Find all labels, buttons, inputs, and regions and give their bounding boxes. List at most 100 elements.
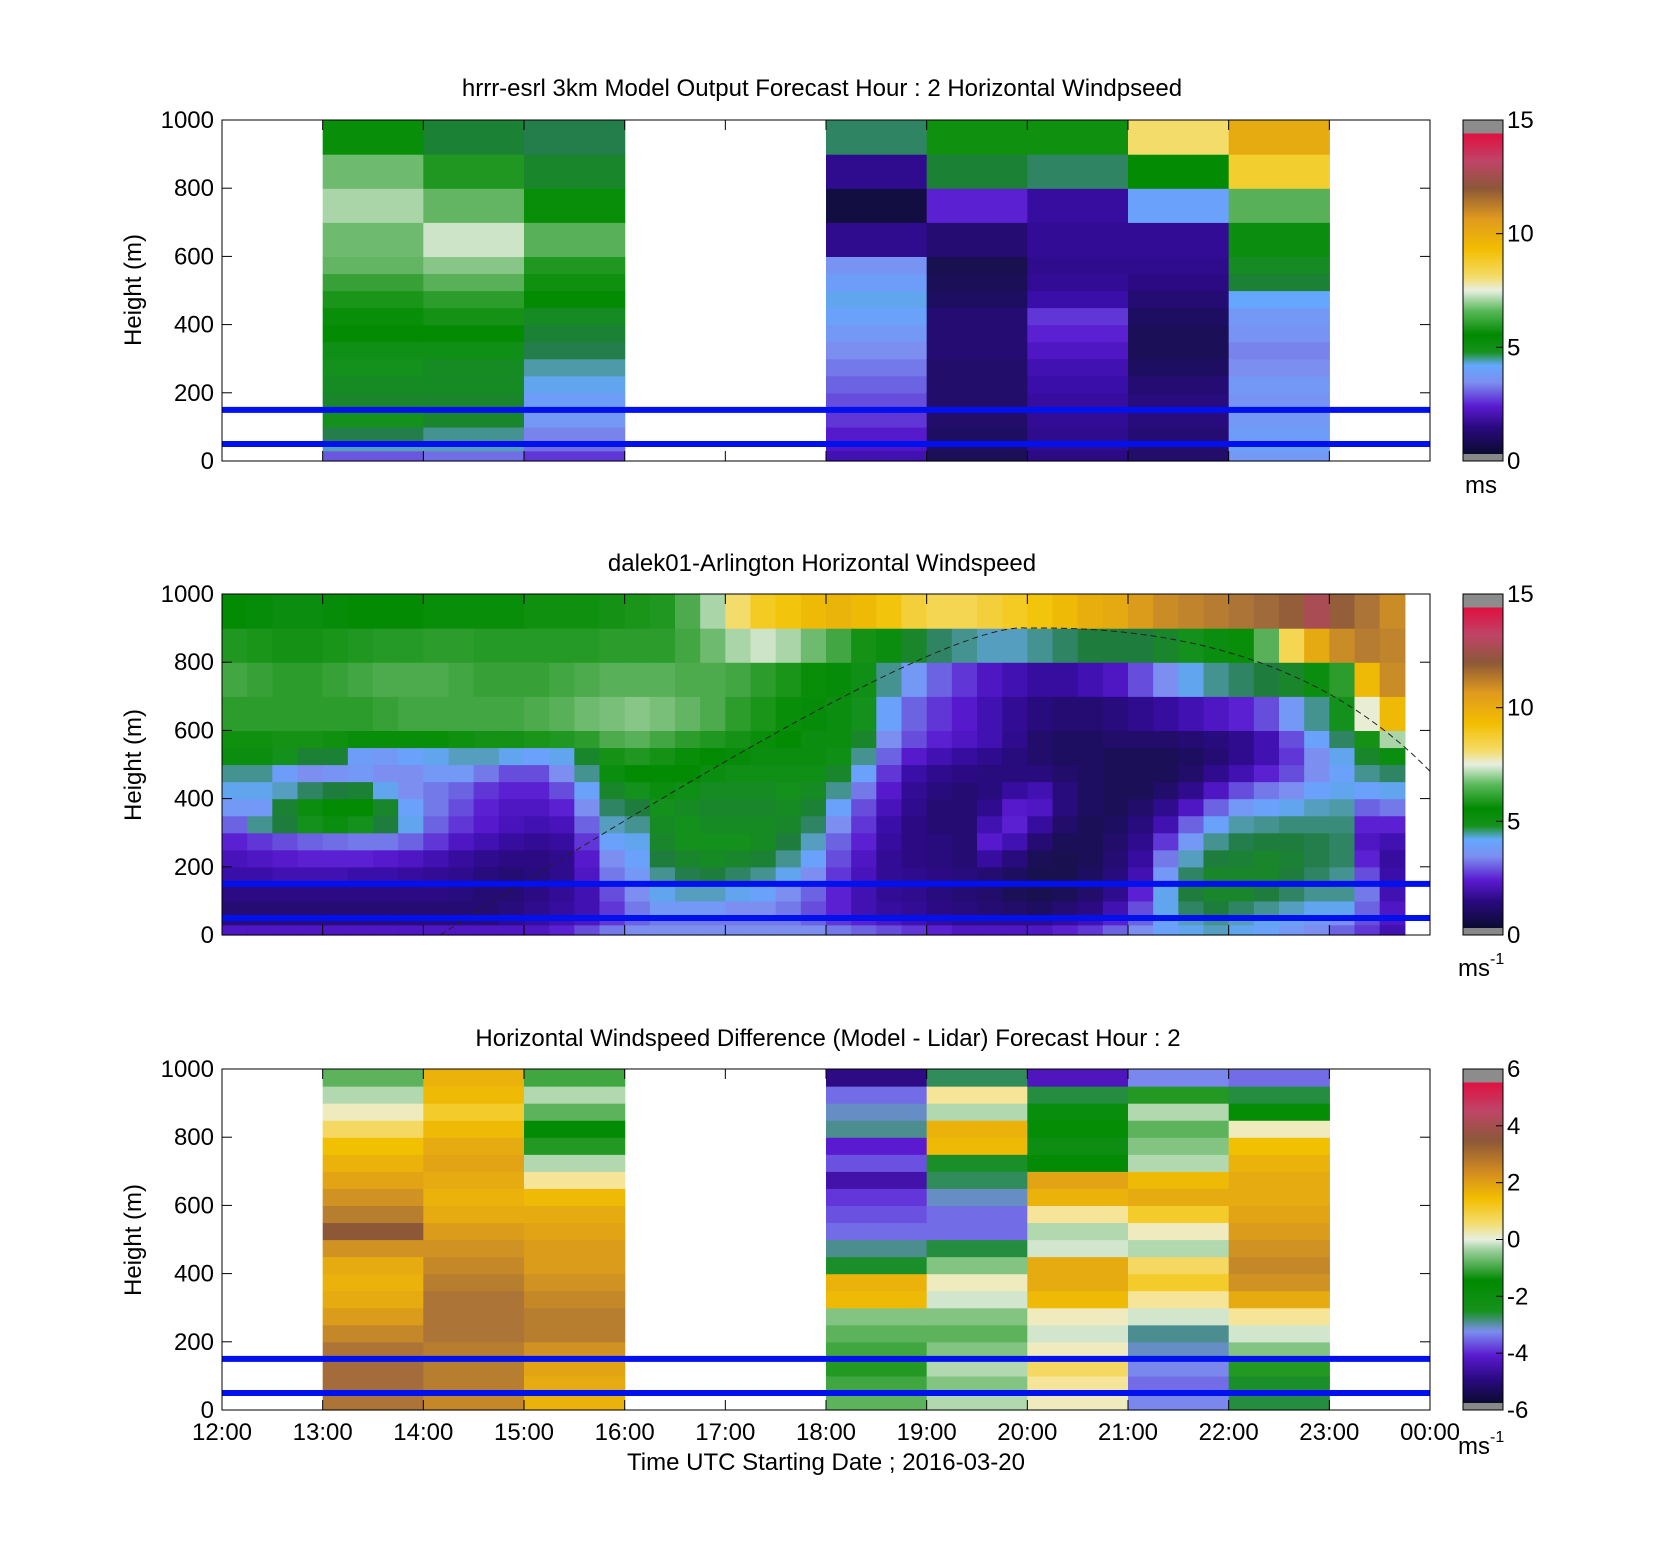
heatmap-cell (926, 1188, 1028, 1206)
heatmap-cell (800, 628, 827, 663)
heatmap-cell (1253, 628, 1280, 663)
heatmap-cell (498, 900, 525, 916)
heatmap-cell (423, 1103, 525, 1121)
heatmap-cell (800, 594, 827, 629)
heatmap-cell (347, 900, 374, 916)
heatmap-cell (1128, 426, 1230, 442)
heatmap-cell (1228, 1120, 1330, 1138)
heatmap-cell (977, 730, 1003, 749)
heatmap-cell (1102, 866, 1129, 885)
heatmap-cell (926, 1137, 1028, 1155)
heatmap-cell (826, 1239, 928, 1258)
panel-model-title: hrrr-esrl 3km Model Output Forecast Hour… (462, 75, 1182, 102)
heatmap-cell (700, 883, 726, 902)
heatmap-cell (951, 798, 978, 817)
heatmap-cell (222, 849, 248, 868)
heatmap-cell (1027, 1205, 1129, 1224)
heatmap-cell (926, 1069, 1028, 1087)
heatmap-cell (1228, 1103, 1330, 1121)
heatmap-cell (851, 849, 877, 868)
heatmap-cell (1329, 866, 1356, 885)
heatmap-cell (826, 392, 928, 411)
heatmap-cell (926, 815, 953, 834)
heatmap-cell (448, 900, 475, 916)
heatmap-cell (826, 273, 928, 292)
heatmap-cell (549, 924, 575, 936)
heatmap-cell (876, 594, 903, 629)
heatmap-cell (800, 696, 827, 731)
heatmap-cell (574, 747, 601, 766)
heatmap-cell (1228, 1392, 1330, 1411)
heatmap-cell (423, 781, 450, 800)
heatmap-cell (1203, 832, 1230, 851)
heatmap-cell (977, 866, 1003, 885)
heatmap-cell (549, 900, 575, 916)
y-tick-label: 400 (174, 786, 214, 813)
heatmap-cell (1304, 832, 1330, 851)
heatmap-cell (1304, 662, 1330, 697)
heatmap-cell (725, 747, 752, 766)
colorbar-tick-label: 0 (1507, 1227, 1520, 1254)
heatmap-cell (1228, 1205, 1330, 1224)
heatmap-cell (1354, 866, 1381, 885)
heatmap-cell (1027, 1069, 1129, 1087)
heatmap-cell (322, 798, 349, 817)
heatmap-cell (675, 866, 701, 885)
heatmap-cell (272, 815, 299, 834)
heatmap-cell (222, 815, 248, 834)
heatmap-cell (549, 747, 575, 766)
heatmap-cell (423, 924, 450, 936)
heatmap-cell (826, 1324, 928, 1343)
heatmap-cell (1253, 730, 1280, 749)
heatmap-cell (926, 188, 1028, 223)
heatmap-cell (1228, 1273, 1330, 1292)
heatmap-cell (1077, 798, 1104, 817)
heatmap-cell (1128, 781, 1154, 800)
heatmap-cell (1203, 866, 1230, 885)
heatmap-cell (322, 883, 349, 902)
heatmap-cell (297, 849, 324, 868)
heatmap-cell (1027, 883, 1054, 902)
heatmap-cell (775, 764, 802, 783)
heatmap-cell (599, 662, 626, 697)
heatmap-cell (926, 730, 953, 749)
x-tick-label: 22:00 (1199, 1419, 1259, 1446)
heatmap-cell (826, 358, 928, 377)
heatmap-cell (1253, 924, 1280, 936)
heatmap-cell (649, 924, 676, 936)
heatmap-cell (851, 730, 877, 749)
heatmap-cell (1052, 798, 1079, 817)
heatmap-cell (247, 696, 273, 731)
heatmap-cell (549, 866, 575, 885)
heatmap-cell (524, 1324, 626, 1343)
heatmap-cell (473, 866, 500, 885)
heatmap-cell (1052, 696, 1079, 731)
heatmap-cell (1027, 120, 1129, 155)
y-tick-label: 0 (201, 1397, 214, 1424)
heatmap-cell (700, 849, 726, 868)
heatmap-cell (1279, 747, 1305, 766)
heatmap-cell (423, 1375, 525, 1394)
panel-model-heatmap (322, 120, 1330, 462)
heatmap-cell (624, 900, 651, 916)
heatmap-cell (1228, 256, 1330, 275)
heatmap-cell (951, 594, 978, 629)
panel-lidar-title: dalek01-Arlington Horizontal Windspeed (608, 550, 1036, 577)
heatmap-cell (851, 866, 877, 885)
heatmap-cell (423, 1358, 525, 1377)
heatmap-cell (272, 924, 299, 936)
heatmap-cell (1128, 324, 1230, 343)
heatmap-cell (1279, 849, 1305, 868)
heatmap-cell (524, 730, 550, 749)
heatmap-cell (247, 781, 273, 800)
heatmap-cell (926, 1375, 1028, 1394)
heatmap-cell (624, 815, 651, 834)
heatmap-cell (347, 781, 374, 800)
panel-difference-x-ticks (221, 1069, 1431, 1410)
heatmap-cell (524, 1188, 626, 1206)
heatmap-cell (423, 409, 525, 428)
heatmap-cell (1203, 662, 1230, 697)
heatmap-cell (1027, 730, 1054, 749)
heatmap-cell (297, 662, 324, 697)
heatmap-cell (1178, 883, 1205, 902)
